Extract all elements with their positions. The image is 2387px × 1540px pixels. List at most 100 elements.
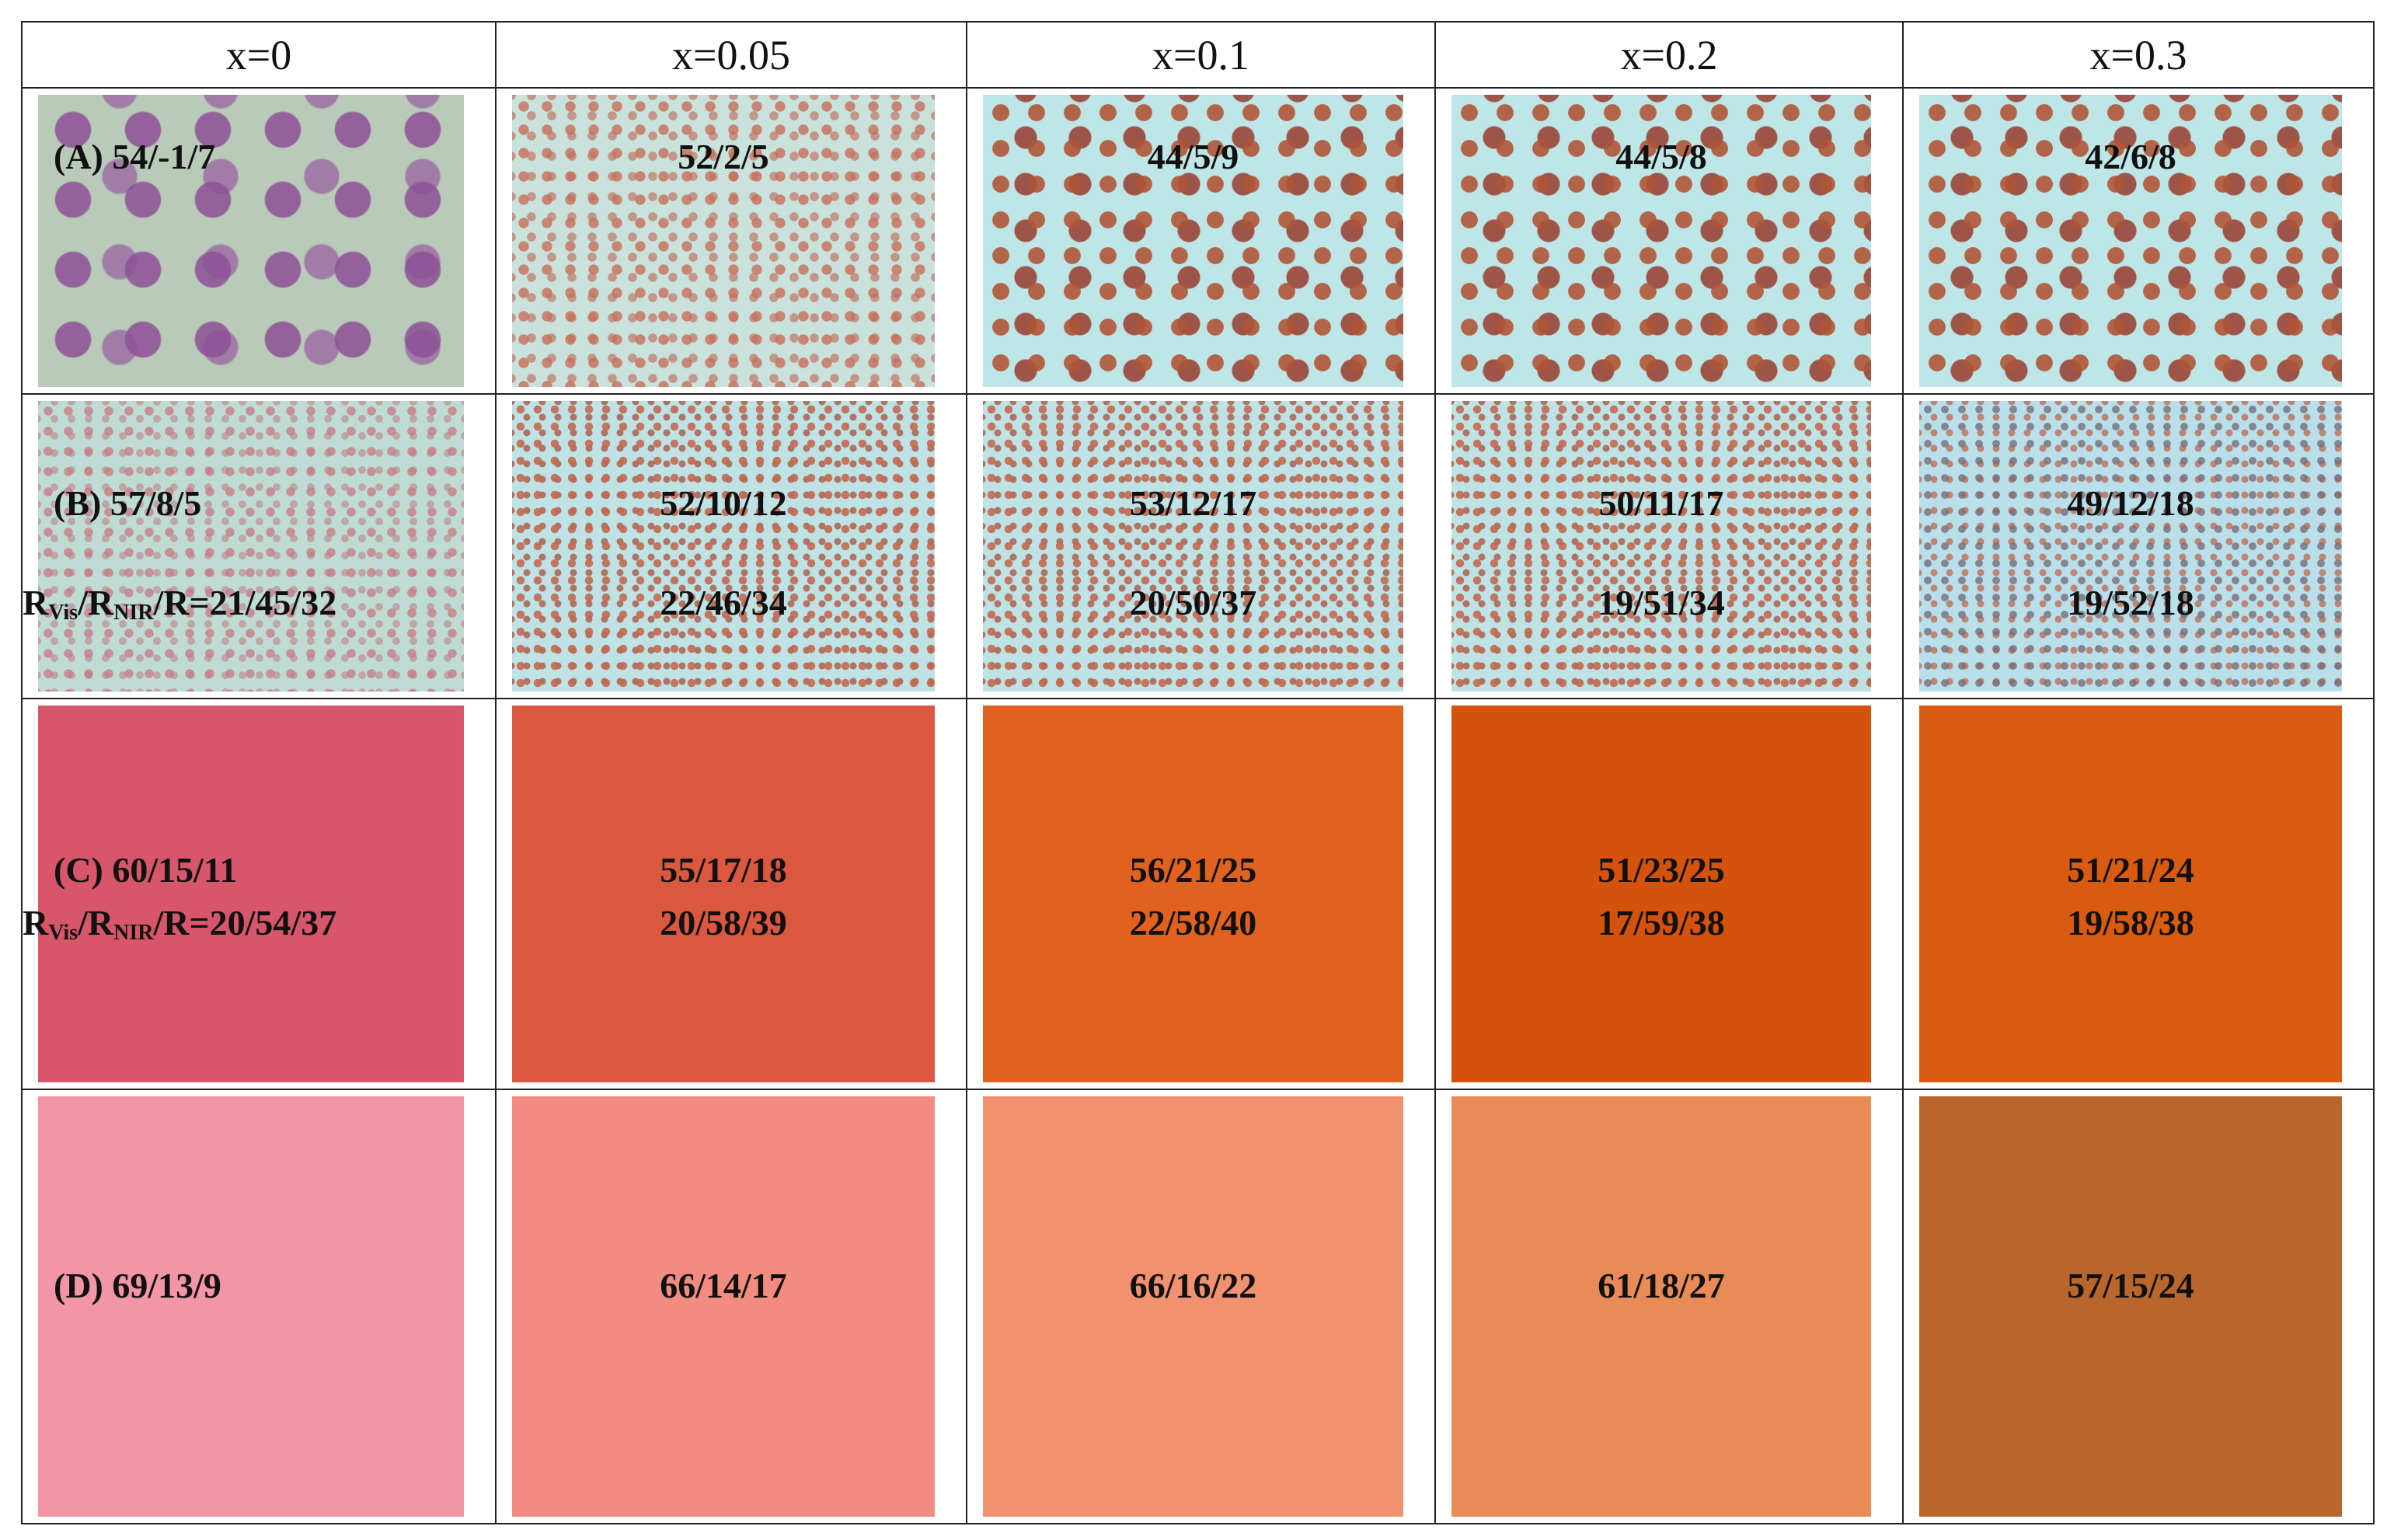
table-cell: 51/23/25 17/59/38 <box>1434 698 1904 1090</box>
value-text: 69/13/9 <box>112 1266 221 1306</box>
ratio-label: /R= <box>153 583 210 623</box>
sample-image: (B) 57/8/5 RVis/RNIR/R=21/45/32 <box>23 401 464 692</box>
value-text: 53/12/17 <box>1129 483 1257 524</box>
sample-values: (D) 69/13/9 <box>38 1265 464 1306</box>
sample-values: 66/14/17 <box>512 1265 935 1306</box>
row-label: (C) <box>54 850 103 890</box>
value-text: 49/12/18 <box>2067 483 2194 524</box>
sample-image: 55/17/18 20/58/39 <box>512 706 935 1082</box>
sample-image: 57/15/24 <box>1919 1096 2342 1517</box>
value-text: 57/15/24 <box>2067 1266 2194 1306</box>
value-text: 56/21/25 <box>1129 850 1257 890</box>
value-text: 52/2/5 <box>678 136 769 176</box>
sample-image: (A) 54/-1/7 <box>38 95 464 387</box>
sample-values: (B) 57/8/5 <box>38 483 464 524</box>
sample-values: 55/17/18 <box>512 849 935 890</box>
value-text: 42/6/8 <box>2085 136 2176 176</box>
sample-values: RVis/RNIR/R=21/45/32 <box>23 582 464 625</box>
value-text: 22/58/40 <box>1129 903 1257 943</box>
sample-values: 19/52/18 <box>1919 582 2342 623</box>
value-text: 44/5/8 <box>1615 136 1707 176</box>
sample-image: 66/16/22 <box>983 1096 1403 1517</box>
sample-image: 44/5/8 <box>1451 95 1871 387</box>
table-cell: (B) 57/8/5 RVis/RNIR/R=21/45/32 <box>21 393 497 699</box>
value-text: 20/58/39 <box>660 903 787 943</box>
table-cell: 52/2/5 <box>495 87 967 395</box>
sample-image: 52/2/5 <box>512 95 935 387</box>
table-cell: 57/15/24 <box>1902 1089 2375 1524</box>
value-text: 52/10/12 <box>660 483 787 524</box>
table-cell: (D) 69/13/9 <box>21 1089 497 1524</box>
sample-image: 56/21/25 22/58/40 <box>983 706 1403 1082</box>
value-text: 21/45/32 <box>209 583 337 623</box>
ratio-label: R <box>23 903 49 943</box>
sample-values: 20/50/37 <box>983 582 1403 623</box>
sample-image: 51/21/24 19/58/38 <box>1919 706 2342 1082</box>
sample-values: 44/5/9 <box>983 136 1403 177</box>
column-header: x=0.05 <box>495 21 967 89</box>
value-text: 60/15/11 <box>112 850 238 890</box>
table-cell: 51/21/24 19/58/38 <box>1902 698 2375 1090</box>
table-cell: 49/12/18 19/52/18 <box>1902 393 2375 699</box>
sample-values: 19/58/38 <box>1919 902 2342 943</box>
value-text: 19/52/18 <box>2067 583 2194 623</box>
table-cell: 50/11/17 19/51/34 <box>1434 393 1904 699</box>
sample-image: 44/5/9 <box>983 95 1403 387</box>
table-cell: 66/14/17 <box>495 1089 967 1524</box>
sample-values: 52/2/5 <box>512 136 935 177</box>
ratio-label: /R <box>78 583 114 623</box>
row-label: (A) <box>54 136 103 176</box>
value-text: 44/5/9 <box>1147 136 1239 176</box>
sample-values: (A) 54/-1/7 <box>38 136 464 177</box>
column-header: x=0.2 <box>1434 21 1904 89</box>
sample-values: (C) 60/15/11 <box>38 849 464 890</box>
table-cell: 66/16/22 <box>966 1089 1436 1524</box>
sample-values: RVis/RNIR/R=20/54/37 <box>23 902 464 946</box>
sample-image: (C) 60/15/11 RVis/RNIR/R=20/54/37 <box>23 706 464 1082</box>
column-header: x=0.1 <box>966 21 1436 89</box>
sample-values: 17/59/38 <box>1451 902 1871 943</box>
value-text: 19/51/34 <box>1598 583 1725 623</box>
sample-values: 20/58/39 <box>512 902 935 943</box>
sample-values: 42/6/8 <box>1919 136 2342 177</box>
value-text: 50/11/17 <box>1598 483 1724 524</box>
value-text: 51/23/25 <box>1598 850 1725 890</box>
ratio-label: NIR <box>113 601 154 625</box>
header-text: x=0 <box>225 31 292 78</box>
value-text: 55/17/18 <box>660 850 787 890</box>
value-text: 61/18/27 <box>1598 1266 1725 1306</box>
sample-image: (D) 69/13/9 <box>38 1096 464 1517</box>
table-cell: 61/18/27 <box>1434 1089 1904 1524</box>
value-text: 22/46/34 <box>660 583 787 623</box>
value-text: 51/21/24 <box>2067 850 2194 890</box>
table-cell: 44/5/9 <box>966 87 1436 395</box>
table-cell: 55/17/18 20/58/39 <box>495 698 967 1090</box>
table-cell: (C) 60/15/11 RVis/RNIR/R=20/54/37 <box>21 698 497 1090</box>
value-text: 19/58/38 <box>2067 903 2194 943</box>
sample-image: 42/6/8 <box>1919 95 2342 387</box>
sample-image: 66/14/17 <box>512 1096 935 1517</box>
table-cell: 52/10/12 22/46/34 <box>495 393 967 699</box>
header-text: x=0.05 <box>672 31 790 78</box>
table-cell: 42/6/8 <box>1902 87 2375 395</box>
sample-values: 22/46/34 <box>512 582 935 623</box>
ratio-label: NIR <box>113 921 154 946</box>
sample-values: 19/51/34 <box>1451 582 1871 623</box>
header-text: x=0.1 <box>1152 31 1249 78</box>
sample-values: 51/23/25 <box>1451 849 1871 890</box>
sample-values: 49/12/18 <box>1919 483 2342 524</box>
ratio-label: Vis <box>48 601 78 625</box>
sample-image: 50/11/17 19/51/34 <box>1451 401 1871 692</box>
sample-values: 51/21/24 <box>1919 849 2342 890</box>
row-label: (B) <box>54 483 102 524</box>
table-cell: 56/21/25 22/58/40 <box>966 698 1436 1090</box>
ratio-label: /R <box>78 903 114 943</box>
table-cell: (A) 54/-1/7 <box>21 87 497 395</box>
sample-values: 50/11/17 <box>1451 483 1871 524</box>
sample-image: 49/12/18 19/52/18 <box>1919 401 2342 692</box>
sample-values: 57/15/24 <box>1919 1265 2342 1306</box>
column-header: x=0.3 <box>1902 21 2375 89</box>
sample-values: 56/21/25 <box>983 849 1403 890</box>
row-label: (D) <box>54 1266 103 1306</box>
